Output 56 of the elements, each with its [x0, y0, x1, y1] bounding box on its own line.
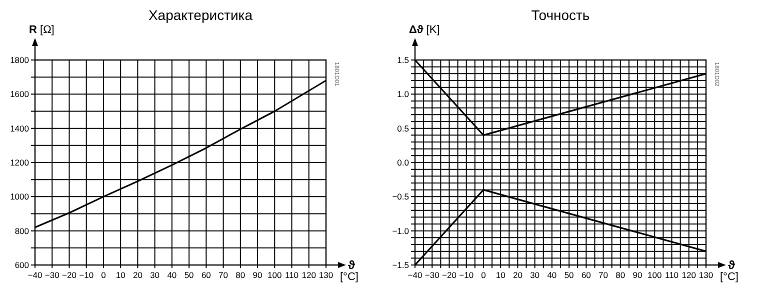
y-axis-title: R [Ω]: [29, 24, 54, 36]
y-tick-label: 0.0: [397, 157, 410, 168]
y-tick-label: 1400: [10, 123, 30, 134]
x-tick-label: 70: [598, 270, 608, 280]
x-tick-label: 60: [201, 270, 212, 280]
x-axis-title: ϑ [°C]: [340, 258, 358, 283]
chart-title: Характеристика: [148, 7, 253, 23]
x-tick-label: 100: [268, 270, 282, 280]
y-tick-label: 0.5: [397, 123, 410, 134]
x-tick-label: 120: [682, 270, 696, 280]
y-tick-label: 1.0: [397, 89, 410, 100]
x-tick-label: 80: [236, 270, 246, 280]
y-tick-label: 600: [14, 260, 30, 270]
x-tick-label: −10: [79, 270, 94, 280]
y-tick-label: 1.5: [397, 54, 410, 65]
y-tick-label: −1.0: [392, 226, 410, 236]
x-tick-label: 60: [581, 270, 592, 280]
x-tick-label: −30: [44, 270, 60, 280]
y-tick-label: 800: [14, 226, 30, 236]
y-tick-label: −1.5: [392, 260, 410, 270]
y-tick-label: 1200: [10, 157, 30, 168]
x-tick-label: 10: [496, 270, 506, 280]
x-tick-label: 70: [218, 270, 228, 280]
x-tick-label: 80: [616, 270, 626, 280]
x-tick-label: 20: [512, 270, 523, 280]
x-tick-label: 10: [116, 270, 126, 280]
x-tick-label: 90: [252, 270, 263, 280]
y-tick-label: 1600: [10, 89, 30, 100]
chart-title: Точность: [531, 7, 590, 23]
x-tick-label: −40: [408, 270, 422, 280]
x-tick-label: 50: [184, 270, 194, 280]
y-tick-label: 1000: [10, 192, 30, 202]
x-tick-label: 30: [150, 270, 160, 280]
x-tick-label: 50: [564, 270, 574, 280]
x-tick-label: 40: [547, 270, 557, 280]
y-tick-label: 1800: [10, 54, 30, 65]
x-tick-label: 130: [698, 270, 714, 280]
x-tick-label: 20: [132, 270, 143, 280]
y-axis-title: Δϑ [K]: [409, 24, 440, 36]
x-tick-label: 100: [648, 270, 662, 280]
x-tick-label: 0: [481, 270, 486, 280]
x-tick-label: 110: [664, 270, 679, 280]
x-tick-label: 90: [632, 270, 643, 280]
x-tick-label: 120: [302, 270, 316, 280]
x-tick-label: 30: [530, 270, 540, 280]
x-tick-label: −20: [62, 270, 77, 280]
x-axis-title: ϑ [°C]: [720, 258, 738, 283]
x-tick-label: 40: [167, 270, 177, 280]
x-tick-label: 110: [284, 270, 299, 280]
x-tick-label: 0: [101, 270, 106, 280]
x-tick-label: −40: [28, 270, 42, 280]
x-tick-label: −10: [459, 270, 474, 280]
x-tick-label: −30: [424, 270, 440, 280]
x-tick-label: −20: [442, 270, 457, 280]
x-tick-label: 130: [318, 270, 334, 280]
y-tick-label: −0.5: [392, 192, 410, 202]
